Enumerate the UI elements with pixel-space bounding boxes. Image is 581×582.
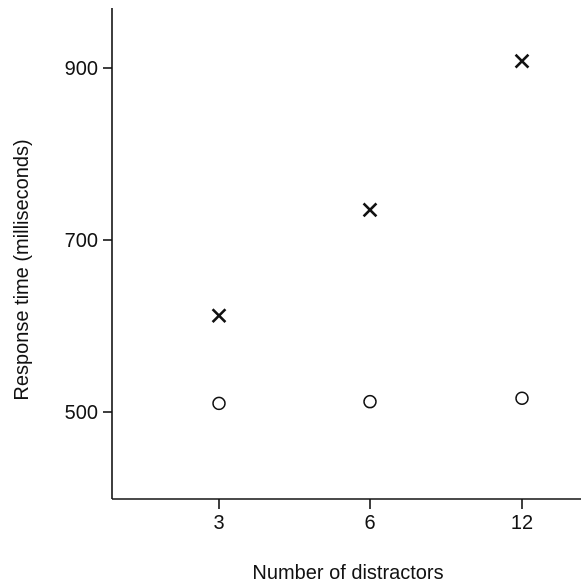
cross-stroke	[362, 202, 378, 218]
cross-stroke	[211, 308, 227, 324]
y-axis-title: Response time (milliseconds)	[11, 139, 33, 400]
x-tick-label-12: 12	[511, 512, 533, 534]
y-tick-label-500: 500	[65, 402, 98, 424]
x-tick-label-6: 6	[364, 512, 375, 534]
cross-stroke	[514, 53, 530, 69]
circle-point-12	[515, 391, 529, 405]
y-tick-label-700: 700	[65, 230, 98, 252]
y-ticks: 900 700 500	[65, 58, 112, 424]
circle-point-6	[363, 394, 377, 409]
cross-point-6	[362, 202, 378, 218]
cross-point-12	[514, 53, 530, 69]
x-tick-label-3: 3	[213, 512, 224, 534]
x-axis-title: Number of distractors	[252, 562, 443, 582]
data-marks	[211, 53, 530, 411]
cross-point-3	[211, 308, 227, 324]
x-ticks: 3 6 12	[213, 499, 533, 534]
circle-point-3	[212, 396, 226, 411]
axes	[111, 8, 581, 500]
y-tick-label-900: 900	[65, 58, 98, 80]
